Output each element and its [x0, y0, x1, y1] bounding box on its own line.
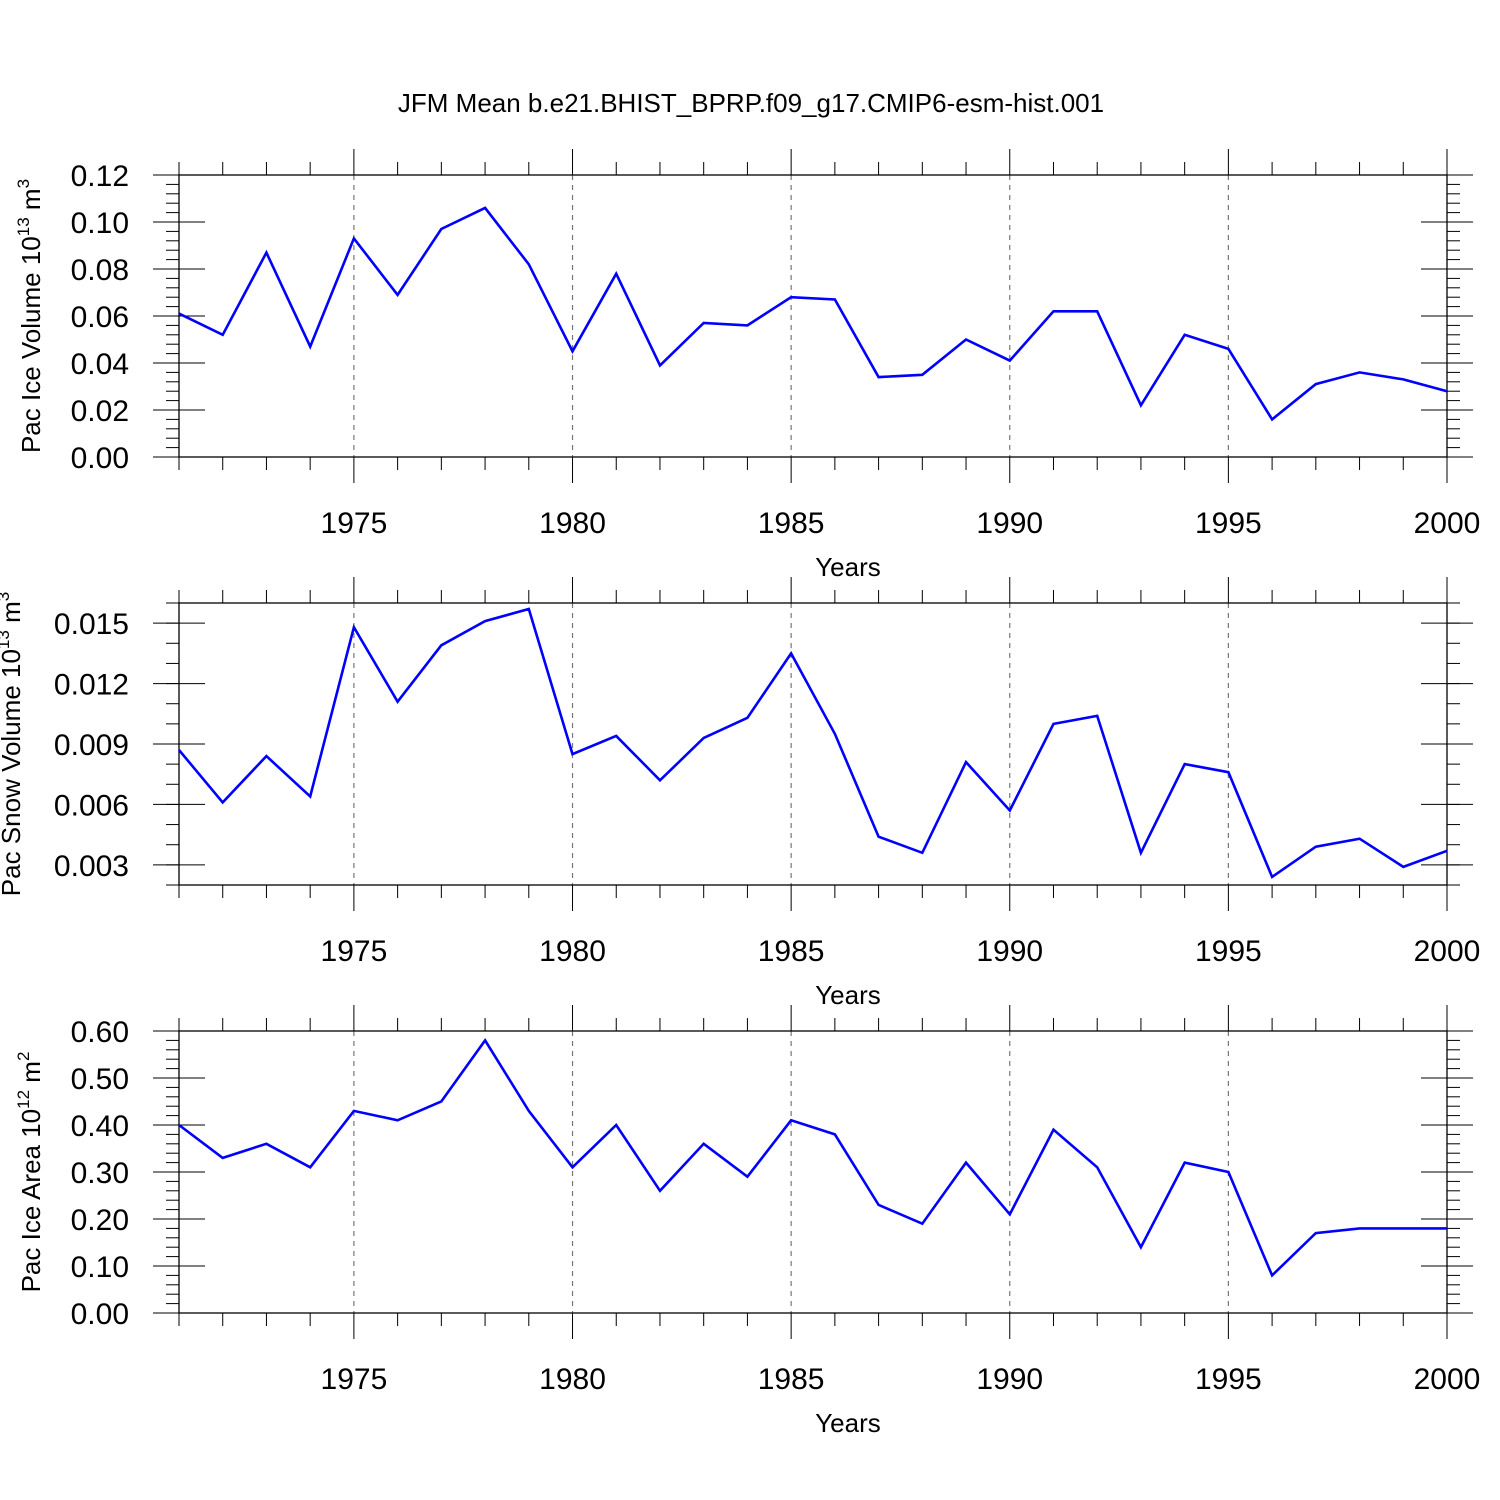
panels: 1975 1980 1985 1990 1995 2000 0.00 0.02 0.04 0.06… — [0, 149, 1480, 1438]
x-tick-label: 1975 — [321, 935, 388, 968]
y-tick-label: 0.12 — [71, 160, 129, 193]
y-axis-label-superscript: 12 — [14, 1090, 33, 1109]
y-axis-label-part: m — [16, 188, 46, 217]
y-tick-label: 0.04 — [71, 348, 129, 381]
panel-snow-volume: 1975 1980 1985 1990 1995 2000 0.003 0.006 0.009 0… — [0, 577, 1480, 1010]
x-tick-label: 1990 — [976, 935, 1043, 968]
x-tick-label: 1980 — [539, 1363, 606, 1396]
y-tick-label: 0.00 — [71, 1298, 129, 1331]
y-tick-label: 0.003 — [54, 850, 129, 883]
y-tick-label: 0.006 — [54, 789, 129, 822]
x-tick-label: 1990 — [976, 1363, 1043, 1396]
y-tick-label: 0.015 — [54, 608, 129, 641]
y-axis-label: Pac Snow Volume 1013 m3 — [0, 592, 26, 896]
y-axis-label-superscript: 13 — [0, 630, 13, 649]
y-axis-label-superscript: 2 — [14, 1052, 33, 1061]
series-line — [178, 607, 1448, 879]
y-axis-label: Pac Ice Volume 1013 m3 — [14, 179, 46, 453]
y-tick-label: 0.08 — [71, 254, 129, 287]
x-tick-label: 1995 — [1195, 1363, 1262, 1396]
x-tick-label: 1975 — [321, 1363, 388, 1396]
x-tick-label: 1985 — [758, 1363, 825, 1396]
y-tick-label: 0.012 — [54, 669, 129, 702]
y-tick-label: 0.10 — [71, 207, 129, 240]
x-tick-label: 1985 — [758, 935, 825, 968]
y-axis-label-part: m — [0, 601, 26, 630]
chart-title: JFM Mean b.e21.BHIST_BPRP.f09_g17.CMIP6-… — [398, 88, 1104, 118]
x-tick-label: 2000 — [1414, 935, 1481, 968]
plot-frame — [178, 174, 1448, 458]
y-axis-label-part: Pac Ice Area 10 — [16, 1109, 46, 1293]
y-tick-label: 0.50 — [71, 1063, 129, 1096]
y-tick-label: 0.40 — [71, 1110, 129, 1143]
y-tick-label: 0.02 — [71, 395, 129, 428]
x-tick-label: 1980 — [539, 507, 606, 540]
x-axis-label: Years — [815, 552, 881, 582]
y-axis-label-superscript: 3 — [14, 179, 33, 188]
y-tick-label: 0.009 — [54, 729, 129, 762]
x-tick-label: 2000 — [1414, 1363, 1481, 1396]
series-line — [178, 1038, 1447, 1278]
x-tick-label: 2000 — [1414, 507, 1481, 540]
y-tick-label: 0.30 — [71, 1157, 129, 1190]
x-axis-label: Years — [815, 980, 881, 1010]
y-axis-label-part: Pac Ice Volume 10 — [16, 236, 46, 453]
y-tick-label: 0.00 — [71, 442, 129, 475]
plot-frame — [178, 1030, 1448, 1314]
series-line — [178, 206, 1448, 422]
x-tick-label: 1980 — [539, 935, 606, 968]
x-tick-label: 1995 — [1195, 935, 1262, 968]
y-tick-label: 0.06 — [71, 301, 129, 334]
x-tick-label: 1975 — [321, 507, 388, 540]
x-tick-label: 1990 — [976, 507, 1043, 540]
x-axis-label: Years — [815, 1408, 881, 1438]
y-axis-label-superscript: 3 — [0, 592, 13, 601]
y-axis-label: Pac Ice Area 1012 m2 — [14, 1052, 46, 1293]
y-axis-label-part: m — [16, 1061, 46, 1090]
panel-ice-volume: 1975 1980 1985 1990 1995 2000 0.00 0.02 0.04 0.06… — [14, 149, 1480, 582]
y-axis-label-part: Pac Snow Volume 10 — [0, 649, 26, 896]
x-tick-label: 1985 — [758, 507, 825, 540]
y-tick-label: 0.20 — [71, 1204, 129, 1237]
y-tick-label: 0.60 — [71, 1016, 129, 1049]
panel-ice-area: 1975 1980 1985 1990 1995 2000 0.00 0.10 0.20 0.30… — [14, 1005, 1480, 1438]
y-tick-label: 0.10 — [71, 1251, 129, 1284]
x-tick-label: 1995 — [1195, 507, 1262, 540]
y-axis-label-superscript: 13 — [14, 217, 33, 236]
